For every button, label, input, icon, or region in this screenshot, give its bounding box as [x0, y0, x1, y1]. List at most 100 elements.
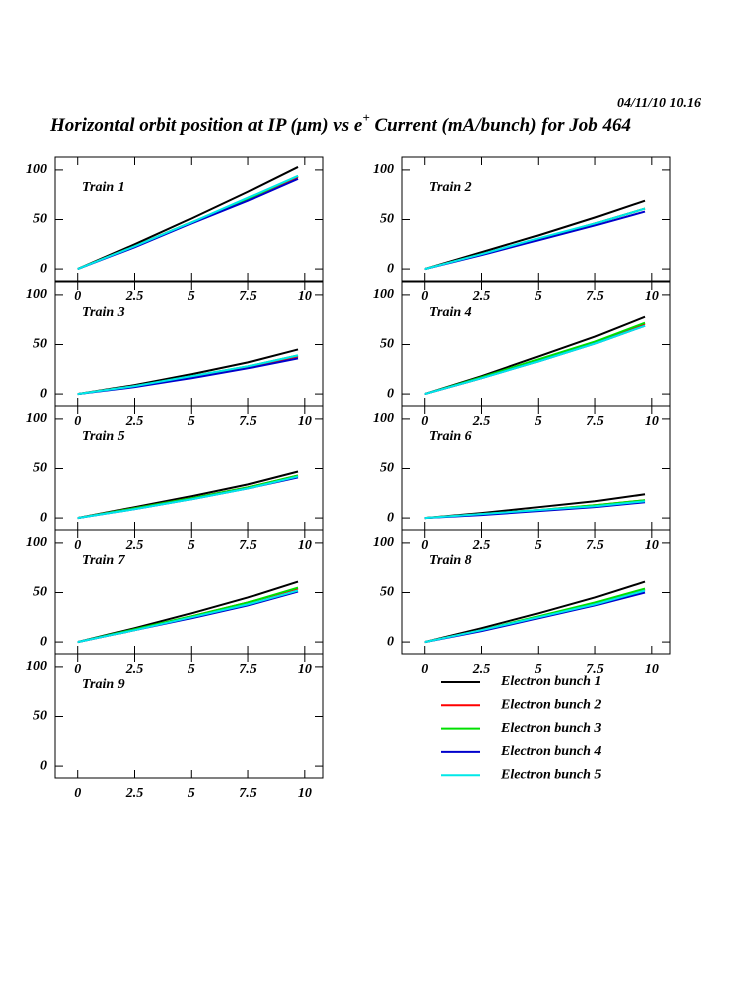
panel-label: Train 9 — [82, 677, 125, 692]
y-tick-label: 0 — [40, 386, 47, 401]
x-tick-label: 0 — [74, 538, 81, 553]
y-tick-label: 100 — [26, 659, 47, 674]
title-superscript: + — [362, 110, 369, 125]
y-tick-label: 50 — [33, 212, 47, 227]
x-tick-label: 2.5 — [125, 538, 144, 553]
legend-label: Electron bunch 1 — [500, 674, 601, 689]
y-tick-label: 100 — [373, 162, 394, 177]
y-tick-label: 50 — [380, 337, 394, 352]
y-tick-label: 100 — [26, 535, 47, 550]
series-line — [424, 315, 646, 396]
series-line — [424, 580, 646, 644]
x-tick-label: 2.5 — [472, 414, 491, 429]
panel-label: Train 4 — [429, 305, 472, 320]
x-tick-label: 10 — [645, 662, 659, 677]
y-tick-label: 100 — [26, 411, 47, 426]
x-tick-label: 2.5 — [125, 786, 144, 801]
series-line — [77, 166, 299, 271]
x-tick-label: 7.5 — [239, 289, 257, 304]
x-tick-label: 10 — [298, 289, 312, 304]
series-line — [424, 500, 646, 520]
series-line — [77, 470, 299, 520]
panel-label: Train 1 — [82, 180, 125, 195]
x-tick-label: 2.5 — [125, 289, 144, 304]
y-tick-label: 0 — [387, 510, 394, 525]
x-tick-label: 7.5 — [239, 538, 257, 553]
y-tick-label: 50 — [380, 585, 394, 600]
legend-label: Electron bunch 5 — [500, 767, 601, 782]
series-line — [77, 174, 299, 271]
y-tick-label: 50 — [380, 461, 394, 476]
y-tick-label: 50 — [33, 709, 47, 724]
x-tick-label: 2.5 — [125, 662, 144, 677]
y-tick-label: 100 — [373, 411, 394, 426]
y-tick-label: 0 — [40, 758, 47, 773]
x-tick-label: 0 — [421, 662, 428, 677]
x-tick-label: 0 — [74, 414, 81, 429]
x-tick-label: 0 — [421, 538, 428, 553]
panel-label: Train 2 — [429, 180, 472, 195]
series-line — [424, 324, 646, 396]
x-tick-label: 10 — [645, 289, 659, 304]
x-tick-label: 0 — [74, 662, 81, 677]
y-tick-label: 0 — [387, 386, 394, 401]
y-tick-label: 0 — [40, 261, 47, 276]
x-tick-label: 10 — [298, 414, 312, 429]
y-tick-label: 100 — [26, 162, 47, 177]
date: 04/11/10 10.16 — [617, 96, 701, 111]
x-tick-label: 0 — [421, 414, 428, 429]
series-line — [77, 354, 299, 396]
series-line — [77, 348, 299, 396]
x-tick-label: 10 — [298, 662, 312, 677]
x-tick-label: 7.5 — [586, 538, 604, 553]
x-tick-label: 7.5 — [586, 414, 604, 429]
x-tick-label: 10 — [645, 414, 659, 429]
x-tick-label: 5 — [535, 662, 542, 677]
x-tick-label: 5 — [535, 538, 542, 553]
y-tick-label: 0 — [387, 261, 394, 276]
legend-label: Electron bunch 3 — [500, 721, 601, 736]
y-tick-label: 100 — [373, 287, 394, 302]
y-tick-label: 50 — [33, 337, 47, 352]
x-tick-label: 0 — [74, 786, 81, 801]
panel-label: Train 3 — [82, 305, 125, 320]
x-tick-label: 2.5 — [125, 414, 144, 429]
x-tick-label: 2.5 — [472, 289, 491, 304]
chart-title: Horizontal orbit position at IP (μm) vs … — [49, 110, 631, 136]
x-tick-label: 2.5 — [472, 662, 491, 677]
y-tick-label: 0 — [40, 510, 47, 525]
x-tick-label: 2.5 — [472, 538, 491, 553]
series-line — [77, 589, 299, 644]
y-tick-label: 100 — [26, 287, 47, 302]
panel-label: Train 6 — [429, 429, 472, 444]
x-tick-label: 5 — [188, 786, 195, 801]
x-tick-label: 7.5 — [239, 786, 257, 801]
title-text: Current (mA/bunch) for Job 464 — [370, 115, 631, 136]
x-tick-label: 5 — [535, 414, 542, 429]
y-tick-label: 50 — [380, 212, 394, 227]
title-text: Horizontal orbit position at IP (μm) vs … — [49, 115, 363, 136]
x-tick-label: 7.5 — [586, 289, 604, 304]
panel-label: Train 7 — [82, 553, 126, 568]
y-tick-label: 0 — [40, 634, 47, 649]
legend-label: Electron bunch 4 — [500, 744, 601, 759]
x-tick-label: 5 — [188, 662, 195, 677]
series-line — [77, 475, 299, 520]
x-tick-label: 7.5 — [239, 662, 257, 677]
x-tick-label: 10 — [298, 538, 312, 553]
x-tick-label: 7.5 — [586, 662, 604, 677]
panel-label: Train 5 — [82, 429, 125, 444]
panel-frame — [401, 156, 671, 282]
x-tick-label: 0 — [421, 289, 428, 304]
x-tick-label: 10 — [298, 786, 312, 801]
y-tick-label: 50 — [33, 461, 47, 476]
series-line — [77, 580, 299, 644]
x-tick-label: 7.5 — [239, 414, 257, 429]
series-line — [424, 589, 646, 644]
x-tick-label: 10 — [645, 538, 659, 553]
x-tick-label: 5 — [188, 414, 195, 429]
x-tick-label: 0 — [74, 289, 81, 304]
series-line — [424, 207, 646, 271]
x-tick-label: 5 — [188, 289, 195, 304]
